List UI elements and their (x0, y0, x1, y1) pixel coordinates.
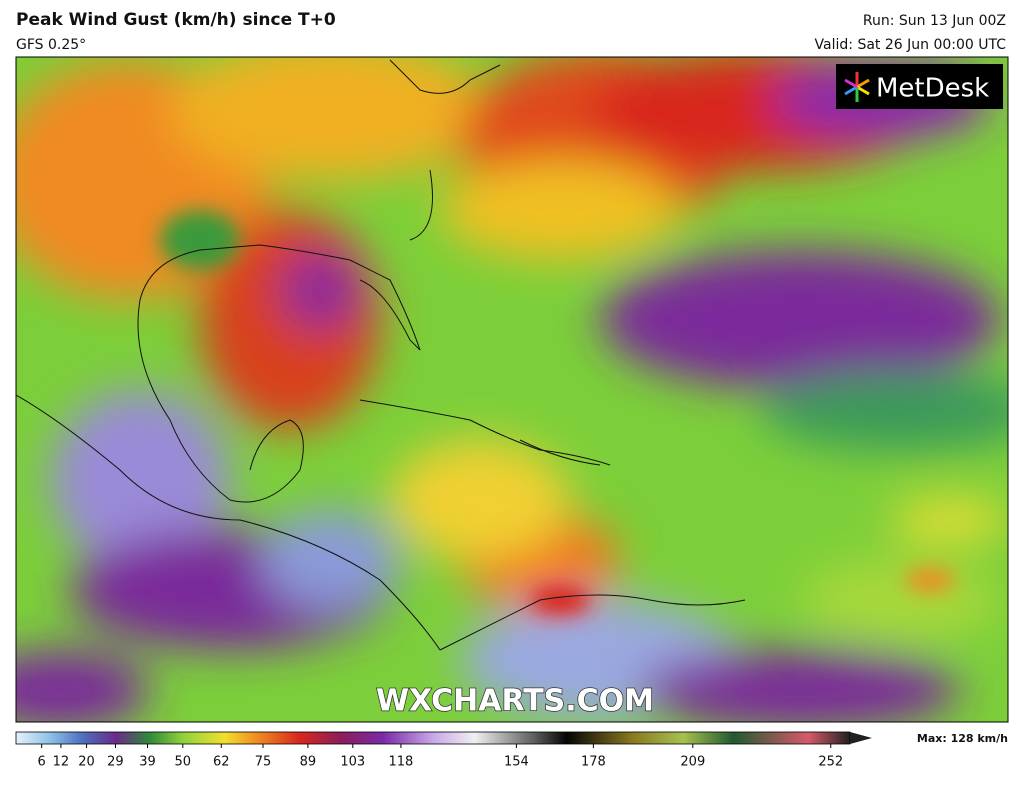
logo-box (836, 64, 1003, 109)
colorbar-arrow (850, 732, 872, 744)
colorbar-tick-label: 118 (389, 755, 414, 770)
map-frame (15, 56, 1009, 723)
colorbar-tick-label: 50 (175, 755, 192, 770)
run-time: Run: Sun 13 Jun 00Z (863, 13, 1006, 29)
colorbar-tick-label: 75 (255, 755, 272, 770)
watermark: WXCHARTS.COM (376, 684, 654, 719)
colorbar-tick-label: 154 (504, 755, 529, 770)
colorbar-tick-label: 12 (53, 755, 70, 770)
colorbar-tick-label: 178 (581, 755, 606, 770)
colorbar-tick-label: 6 (38, 755, 46, 770)
max-label: Max: 128 km/h (917, 732, 1008, 745)
colorbar-ramp (15, 731, 851, 745)
colorbar-tick-label: 39 (139, 755, 156, 770)
colorbar-tick-label: 209 (680, 755, 705, 770)
colorbar-tick-label: 103 (340, 755, 365, 770)
colorbar-tick-label: 62 (213, 755, 230, 770)
colorbar (15, 731, 872, 745)
logo-text: MetDesk (876, 74, 989, 104)
colorbar-tick-label: 20 (78, 755, 95, 770)
colorbar-tick-label: 89 (300, 755, 317, 770)
logo-icon (844, 72, 870, 102)
colorbar-tick-label: 252 (818, 755, 843, 770)
title: Peak Wind Gust (km/h) since T+0 (16, 10, 336, 30)
colorbar-tick-label: 29 (107, 755, 124, 770)
model: GFS 0.25° (16, 37, 86, 53)
coastlines (16, 59, 746, 651)
valid-time: Valid: Sat 26 Jun 00:00 UTC (815, 37, 1007, 53)
map (16, 57, 1008, 722)
